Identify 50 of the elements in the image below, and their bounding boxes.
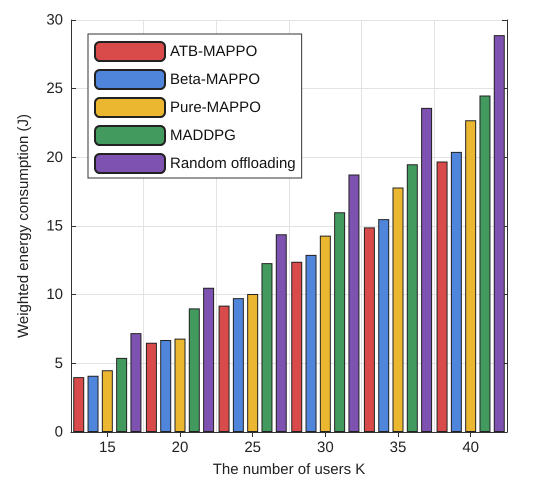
y-tick-label: 30 bbox=[46, 12, 63, 28]
x-axis-title: The number of users K bbox=[212, 461, 366, 478]
bar bbox=[102, 370, 113, 432]
y-tick-label: 5 bbox=[54, 354, 63, 372]
bar bbox=[421, 108, 432, 432]
bar bbox=[73, 377, 84, 432]
bar bbox=[232, 298, 244, 432]
bar bbox=[276, 234, 287, 432]
bar bbox=[436, 161, 448, 432]
bar bbox=[334, 212, 346, 432]
x-tick-label: 25 bbox=[244, 439, 262, 456]
bar bbox=[392, 188, 404, 432]
x-tick-label: 35 bbox=[390, 439, 406, 456]
bar bbox=[348, 174, 360, 432]
legend-label: MADDPG bbox=[170, 127, 236, 144]
bar bbox=[247, 294, 258, 432]
bar bbox=[130, 333, 142, 432]
bar bbox=[320, 236, 331, 432]
y-tick-label: 10 bbox=[46, 286, 63, 304]
legend-label: Beta-MAPPO bbox=[170, 71, 260, 88]
bar bbox=[261, 263, 272, 432]
bar bbox=[465, 120, 476, 432]
bar bbox=[88, 376, 99, 432]
bar bbox=[406, 164, 418, 432]
x-tick-label: 30 bbox=[316, 439, 334, 456]
y-tick-label: 15 bbox=[46, 218, 63, 234]
y-tick-label: 0 bbox=[54, 424, 63, 440]
legend-label: Pure-MAPPO bbox=[170, 99, 261, 116]
y-tick-label: 25 bbox=[46, 80, 63, 98]
bar bbox=[160, 340, 172, 432]
bar bbox=[364, 227, 375, 432]
bar bbox=[450, 152, 462, 432]
x-tick-label: 15 bbox=[98, 439, 116, 456]
bar bbox=[174, 338, 186, 432]
bar bbox=[203, 288, 214, 432]
bar bbox=[291, 262, 302, 432]
legend-label: ATB-MAPPO bbox=[170, 43, 258, 60]
bar bbox=[218, 306, 230, 432]
bar bbox=[146, 342, 157, 432]
legend-label: Random offloading bbox=[170, 155, 296, 172]
x-tick-label: 20 bbox=[172, 439, 188, 456]
bar bbox=[378, 219, 390, 432]
y-axis-title: Weighted energy consumption (J) bbox=[15, 114, 32, 338]
bar bbox=[306, 254, 317, 432]
bar bbox=[116, 358, 128, 432]
bar bbox=[479, 96, 490, 432]
bar bbox=[188, 308, 200, 432]
y-tick-label: 20 bbox=[46, 148, 63, 166]
x-tick-label: 40 bbox=[462, 439, 480, 456]
bar bbox=[494, 35, 505, 432]
